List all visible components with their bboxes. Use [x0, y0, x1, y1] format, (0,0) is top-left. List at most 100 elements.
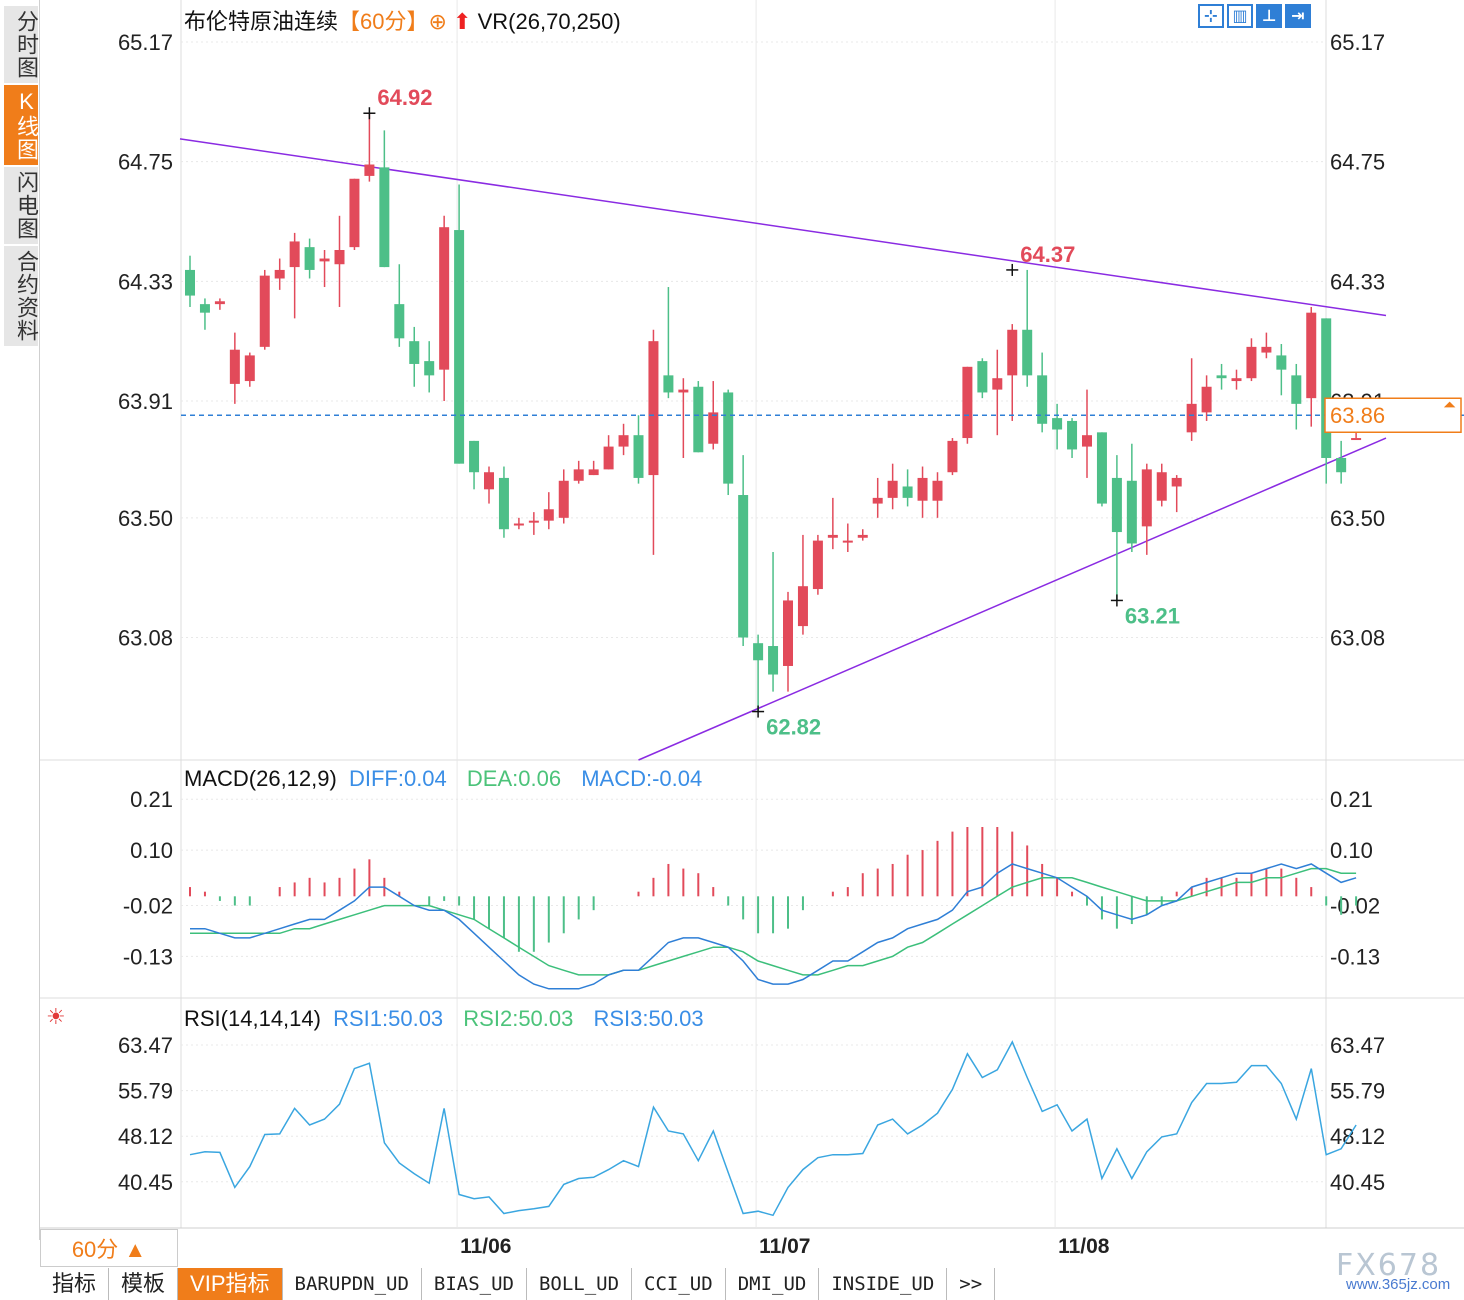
- candle-body: [797, 586, 808, 627]
- side-tab-2[interactable]: 闪电图: [4, 167, 39, 244]
- candle-body: [1082, 435, 1092, 447]
- rsi-tick-right: 63.47: [1330, 1033, 1385, 1058]
- candle-body: [917, 477, 928, 501]
- candle-body: [738, 495, 749, 638]
- instrument-name: 布伦特原油连续: [184, 9, 339, 34]
- indicator-tab-9[interactable]: >>: [947, 1268, 996, 1300]
- candle-body: [185, 269, 195, 296]
- add-circle-icon[interactable]: ⊕: [428, 9, 447, 34]
- indicator-tab-3[interactable]: BARUPDN_UD: [283, 1268, 422, 1300]
- candle-body: [618, 435, 629, 447]
- current-price-marker-icon: ⏶: [1443, 397, 1456, 414]
- extreme-label: 64.92: [377, 85, 432, 110]
- candle-body: [528, 520, 539, 523]
- extreme-label: 64.37: [1020, 242, 1075, 267]
- candle-body: [274, 269, 285, 279]
- side-tab-0[interactable]: 分时图: [4, 6, 39, 83]
- macd-tick-right: 0.21: [1330, 787, 1373, 812]
- candle-body: [603, 446, 614, 470]
- candle-body: [469, 440, 480, 473]
- candle-body: [304, 247, 315, 270]
- candle-body: [319, 258, 330, 262]
- macd-diff-line: [190, 863, 1357, 990]
- side-tab-bar: 分时图 K线图 闪电图 合约资料: [4, 6, 39, 348]
- rsi-tick-left: 48.12: [118, 1124, 173, 1149]
- macd-tick-left: 0.10: [130, 838, 173, 863]
- candle-body: [244, 355, 255, 382]
- rsi-tick-left: 63.47: [118, 1033, 173, 1058]
- price-tick-right: 64.33: [1330, 269, 1385, 294]
- candle-body: [1171, 477, 1182, 487]
- bar-chart-icon[interactable]: ▥: [1227, 4, 1253, 28]
- candle-body: [349, 178, 360, 248]
- rsi-label: RSI(14,14,14): [184, 1006, 321, 1031]
- candle-chart-icon[interactable]: ⊥: [1256, 4, 1282, 28]
- macd-tick-left: -0.13: [123, 944, 173, 969]
- price-tick-left: 63.91: [118, 389, 173, 414]
- candle-body: [289, 241, 300, 268]
- candle-body: [1321, 318, 1332, 458]
- rsi1-label: RSI1:50.03: [333, 1006, 444, 1031]
- candle-body: [439, 227, 450, 370]
- candle-body: [1276, 355, 1287, 370]
- candle-body: [573, 469, 584, 481]
- indicator-tab-1[interactable]: 模板: [109, 1268, 179, 1300]
- candle-body: [1141, 469, 1152, 527]
- indicator-tab-4[interactable]: BIAS_UD: [422, 1268, 527, 1300]
- macd-tick-left: -0.02: [123, 894, 173, 919]
- indicator-tab-6[interactable]: CCI_UD: [632, 1268, 726, 1300]
- settings-sun-icon[interactable]: ☀: [46, 1004, 66, 1029]
- candle-body: [827, 534, 838, 538]
- candle-body: [1186, 403, 1197, 433]
- candle-body: [753, 643, 764, 661]
- candle-body: [259, 275, 270, 347]
- side-tab-1[interactable]: K线图: [4, 85, 39, 165]
- macd-tick-right: -0.13: [1330, 944, 1380, 969]
- candle-body: [379, 167, 390, 268]
- candle-body: [364, 164, 375, 176]
- time-tick-label: 11/06: [460, 1235, 511, 1258]
- rsi-tick-left: 55.79: [118, 1079, 173, 1104]
- candle-body: [1201, 386, 1212, 413]
- arrow-right-icon[interactable]: ⇥: [1285, 4, 1311, 28]
- rsi-tick-right: 40.45: [1330, 1170, 1385, 1195]
- price-tick-left: 64.33: [118, 269, 173, 294]
- rsi-tick-right: 55.79: [1330, 1079, 1385, 1104]
- vr-indicator-label[interactable]: VR(26,70,250): [477, 9, 621, 34]
- indicator-tab-7[interactable]: DMI_UD: [726, 1268, 820, 1300]
- indicator-tab-5[interactable]: BOLL_UD: [527, 1268, 633, 1300]
- candle-body: [872, 497, 883, 504]
- candle-body: [932, 480, 943, 501]
- candle-body: [977, 361, 988, 393]
- candle-body: [229, 349, 240, 384]
- candle-body: [1216, 375, 1227, 379]
- indicator-tab-8[interactable]: INSIDE_UD: [819, 1268, 948, 1300]
- crosshair-icon[interactable]: ⊹: [1198, 4, 1224, 28]
- candle-body: [1336, 457, 1347, 473]
- candle-body: [812, 540, 823, 590]
- candle-body: [1096, 432, 1107, 504]
- candle-body: [902, 486, 913, 498]
- indicator-tab-0[interactable]: 指标: [40, 1268, 110, 1300]
- left-separator: [39, 0, 40, 1240]
- candle-body: [588, 469, 599, 476]
- candle-body: [783, 600, 793, 666]
- macd-diff-label: DIFF:0.04: [348, 766, 447, 791]
- price-tick-right: 64.75: [1330, 150, 1385, 175]
- candle-body: [409, 341, 420, 364]
- side-tab-3[interactable]: 合约资料: [4, 246, 39, 346]
- macd-tick-right: 0.10: [1330, 838, 1373, 863]
- arrow-up-icon[interactable]: ⬆: [453, 9, 472, 34]
- indicator-tab-2[interactable]: VIP指标: [178, 1268, 283, 1300]
- candle-body: [334, 249, 345, 265]
- watermark-logo: FX678: [1336, 1248, 1442, 1283]
- candle-body: [1111, 477, 1122, 533]
- period-selector[interactable]: 60分 ▲: [40, 1229, 178, 1267]
- rsi2-label: RSI2:50.03: [463, 1006, 574, 1031]
- period-badge[interactable]: 【60分】: [338, 9, 429, 34]
- rsi-tick-left: 40.45: [118, 1170, 173, 1195]
- candle-body: [1007, 329, 1018, 376]
- candle-body: [394, 304, 405, 339]
- price-tick-right: 63.50: [1330, 506, 1385, 531]
